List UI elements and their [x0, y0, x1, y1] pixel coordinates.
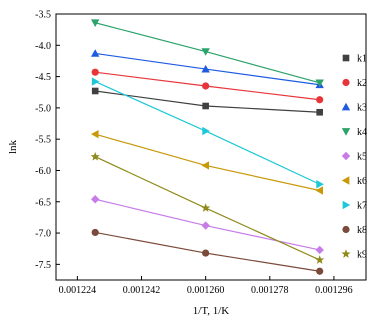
series-line-k4 — [95, 22, 320, 84]
x-tick-label: 0.001296 — [315, 285, 353, 296]
legend-label-k5: k5 — [357, 152, 367, 163]
data-point-k4 — [315, 79, 324, 88]
data-point-k1 — [202, 102, 209, 110]
data-point-k6 — [91, 129, 99, 139]
data-point-k6 — [315, 186, 324, 195]
legend-label-k7: k7 — [357, 201, 367, 212]
data-point-k3 — [91, 49, 100, 57]
legend-marker-k1 — [342, 54, 350, 62]
axis-ticks: -3.5 -4.0 -4.5 -5.0 -5.5 -6.0 -6.5 -7.0 -7.5 0.00… — [35, 10, 353, 297]
data-point-k1 — [316, 108, 323, 116]
y-tick-label: -4.0 — [35, 41, 51, 52]
plot-area-frame — [55, 13, 367, 281]
y-tick-label: -7.0 — [35, 229, 51, 240]
y-axis-label: lnk — [7, 139, 19, 154]
data-point-k2 — [316, 96, 324, 104]
data-point-k8 — [316, 267, 324, 275]
legend-label-k1: k1 — [357, 54, 367, 65]
y-tick-label: -6.5 — [35, 197, 51, 208]
legend-marker-k7 — [342, 200, 351, 210]
x-tick-label: 0.001260 — [187, 285, 225, 296]
data-point-k7 — [91, 77, 100, 86]
y-tick-label: -4.5 — [35, 72, 51, 83]
legend-marker-k6 — [341, 176, 350, 185]
legend-label-k8: k8 — [357, 225, 367, 236]
data-point-k6 — [201, 161, 210, 170]
data-point-k2 — [202, 82, 210, 90]
x-axis-label: 1/T, 1/K — [193, 305, 230, 317]
data-point-k3 — [201, 64, 210, 73]
legend-marker-k2 — [342, 78, 350, 87]
legend-label-k3: k3 — [357, 103, 367, 114]
data-point-k5 — [315, 245, 324, 255]
y-tick-label: -5.0 — [35, 103, 51, 114]
data-point-k1 — [91, 87, 99, 95]
data-point-k7 — [316, 180, 324, 189]
x-tick-label: 0.001242 — [123, 285, 161, 296]
data-point-k5 — [91, 195, 100, 204]
data-point-k9 — [315, 255, 325, 264]
legend-marker-k5 — [341, 151, 351, 161]
x-tick-label: 0.001278 — [251, 285, 289, 296]
data-point-k8 — [202, 249, 210, 257]
data-point-k4 — [91, 19, 100, 27]
y-tick-label: -6.0 — [35, 166, 51, 177]
data-point-k7 — [202, 126, 210, 136]
series-markers — [90, 19, 325, 275]
y-tick-label: -5.5 — [35, 135, 51, 146]
data-point-k9 — [90, 151, 100, 161]
legend-marker-k9 — [341, 249, 351, 258]
legend-label-k4: k4 — [357, 127, 367, 138]
legend: k1 k2 k3 k4 k5 k6 k7 k8 k9 — [341, 54, 367, 261]
x-tick-label: 0.001224 — [59, 285, 97, 296]
data-point-k2 — [91, 68, 99, 76]
legend-label-k6: k6 — [357, 176, 367, 187]
legend-marker-k3 — [341, 102, 351, 111]
series-lines — [94, 22, 320, 272]
data-point-k8 — [91, 228, 99, 237]
y-tick-label: -7.5 — [35, 260, 51, 271]
legend-marker-k4 — [341, 128, 351, 136]
series-line-k7 — [94, 81, 320, 185]
y-tick-label: -3.5 — [35, 10, 51, 21]
legend-label-k9: k9 — [357, 250, 367, 261]
data-point-k4 — [201, 48, 210, 56]
legend-marker-k8 — [342, 225, 350, 234]
data-point-k5 — [201, 221, 210, 230]
legend-label-k2: k2 — [357, 78, 367, 89]
data-point-k9 — [201, 203, 211, 212]
